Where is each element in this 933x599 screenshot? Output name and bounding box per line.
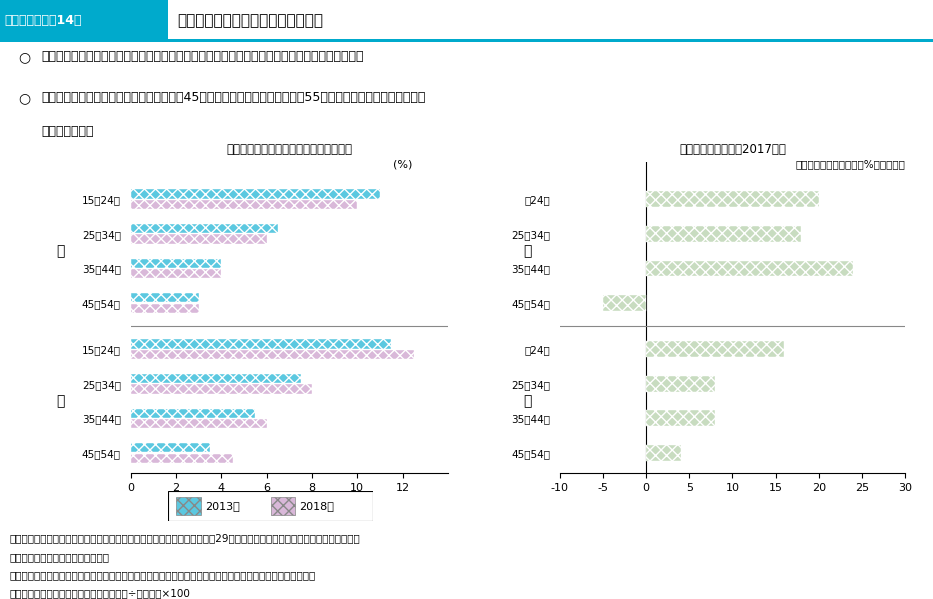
Bar [646, 191, 819, 207]
Bar [131, 269, 221, 279]
Bar [0, 0, 168, 42]
Bar [646, 410, 715, 426]
Text: 転職者の賃金変動の状況をみると、男性は45歳未満において上昇し、女性は55歳未満において上昇している。: 転職者の賃金変動の状況をみると、男性は45歳未満において上昇し、女性は55歳未満… [41, 91, 425, 104]
Bar [131, 234, 267, 244]
Text: 第１－（３）－14図: 第１－（３）－14図 [5, 14, 82, 28]
Bar [271, 497, 295, 515]
Bar [131, 340, 391, 349]
Text: 上昇している。: 上昇している。 [41, 125, 94, 138]
Bar [646, 445, 680, 461]
Text: 女: 女 [523, 394, 531, 408]
Bar [131, 443, 210, 452]
Text: 男: 男 [523, 244, 531, 258]
Bar [603, 295, 646, 311]
Text: 女: 女 [57, 394, 64, 408]
Text: 2013年: 2013年 [205, 501, 240, 511]
Text: 資料出所　総務省統計局「労働力調査（詳細集計）」、厚生労働省「平成29年雇用動向調査」をもとに厚生労働省政策統括: 資料出所 総務省統計局「労働力調査（詳細集計）」、厚生労働省「平成29年雇用動向… [9, 533, 360, 543]
Bar [646, 261, 853, 276]
Text: ○: ○ [19, 50, 31, 64]
Title: 転職者の賃金変動（2017年）: 転職者の賃金変動（2017年） [679, 143, 786, 156]
Bar [131, 189, 380, 199]
Text: （注）　１）「転職者」とは、就業者のうち前職のある者で、過去１年間に離職を経験した者のことをいう。: （注） １）「転職者」とは、就業者のうち前職のある者で、過去１年間に離職を経験し… [9, 570, 315, 580]
Text: ２）「転職率（％）」＝転職者数÷就業者数×100: ２）「転職率（％）」＝転職者数÷就業者数×100 [9, 588, 190, 598]
Bar [131, 350, 414, 359]
Bar [131, 224, 278, 233]
Title: 男女別・年齢階級別にみた転職率の推移: 男女別・年齢階級別にみた転職率の推移 [226, 143, 353, 156]
Bar [131, 409, 256, 418]
Bar [131, 294, 199, 302]
Bar [131, 374, 300, 383]
Bar [646, 341, 784, 357]
Bar [131, 419, 267, 428]
Bar [131, 453, 232, 463]
Text: （「増加」－「減少」、%ポイント）: （「増加」－「減少」、%ポイント） [795, 159, 905, 170]
Bar [131, 200, 357, 209]
Bar [0, 40, 933, 42]
Text: 転職率の推移をみると、男性は横ばいで推移し、女性は全ての年齢階級において上昇している。: 転職率の推移をみると、男性は横ばいで推移し、女性は全ての年齢階級において上昇して… [41, 50, 364, 63]
Text: 官付政策統括室にて作成: 官付政策統括室にて作成 [9, 552, 109, 562]
Bar [176, 497, 201, 515]
Bar [131, 259, 221, 268]
Bar [131, 304, 199, 313]
Text: 男: 男 [57, 244, 64, 258]
Bar [646, 376, 715, 392]
Text: 2018年: 2018年 [299, 501, 334, 511]
Text: (%): (%) [393, 159, 412, 170]
Text: ○: ○ [19, 91, 31, 105]
Bar [131, 385, 312, 394]
Text: 転職率の推移及び転職者の賃金変動: 転職率の推移及び転職者の賃金変動 [177, 13, 323, 29]
Bar [646, 226, 801, 242]
